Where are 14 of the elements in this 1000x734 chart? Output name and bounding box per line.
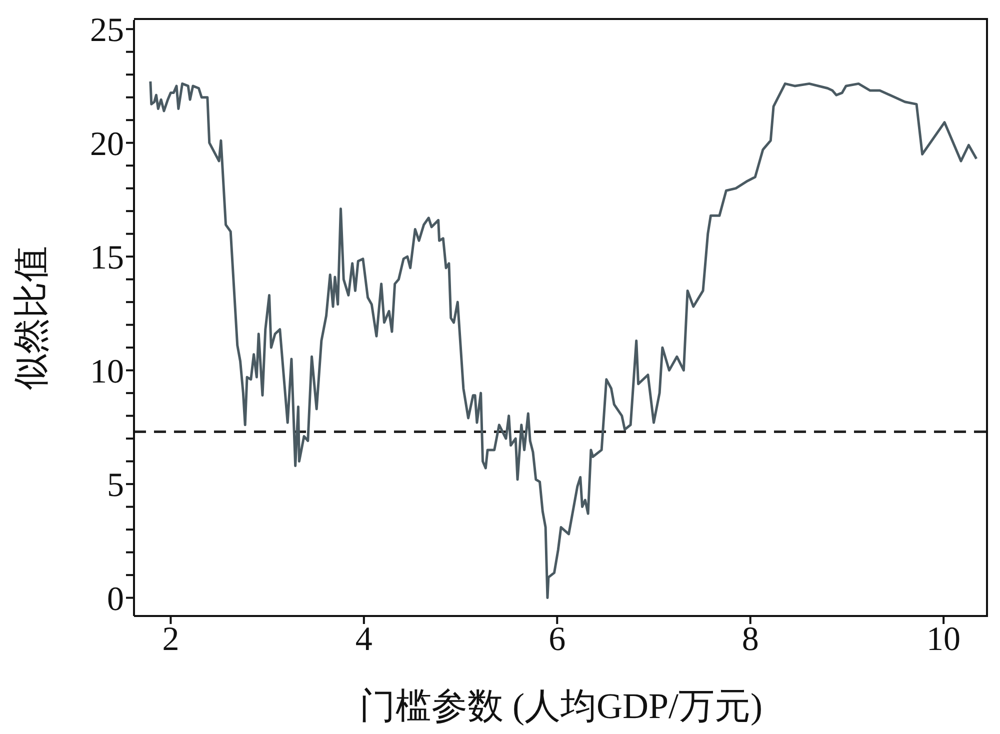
x-axis-title: 门槛参数 (人均GDP/万元)	[360, 686, 762, 726]
y-axis-title: 似然比值	[10, 246, 51, 390]
x-tick-label: 10	[926, 621, 961, 658]
y-tick-label: 10	[90, 353, 124, 390]
y-tick-label: 15	[90, 240, 124, 277]
x-tick-label: 4	[355, 621, 372, 658]
x-tick-label: 6	[548, 621, 566, 658]
y-tick-label: 20	[90, 126, 124, 163]
x-tick-label: 2	[162, 621, 180, 658]
x-tick-label: 8	[742, 621, 759, 658]
y-tick-label: 5	[107, 467, 124, 504]
line-series	[149, 80, 978, 600]
y-tick-label: 0	[107, 580, 124, 618]
y-tick-label: 25	[90, 12, 124, 50]
